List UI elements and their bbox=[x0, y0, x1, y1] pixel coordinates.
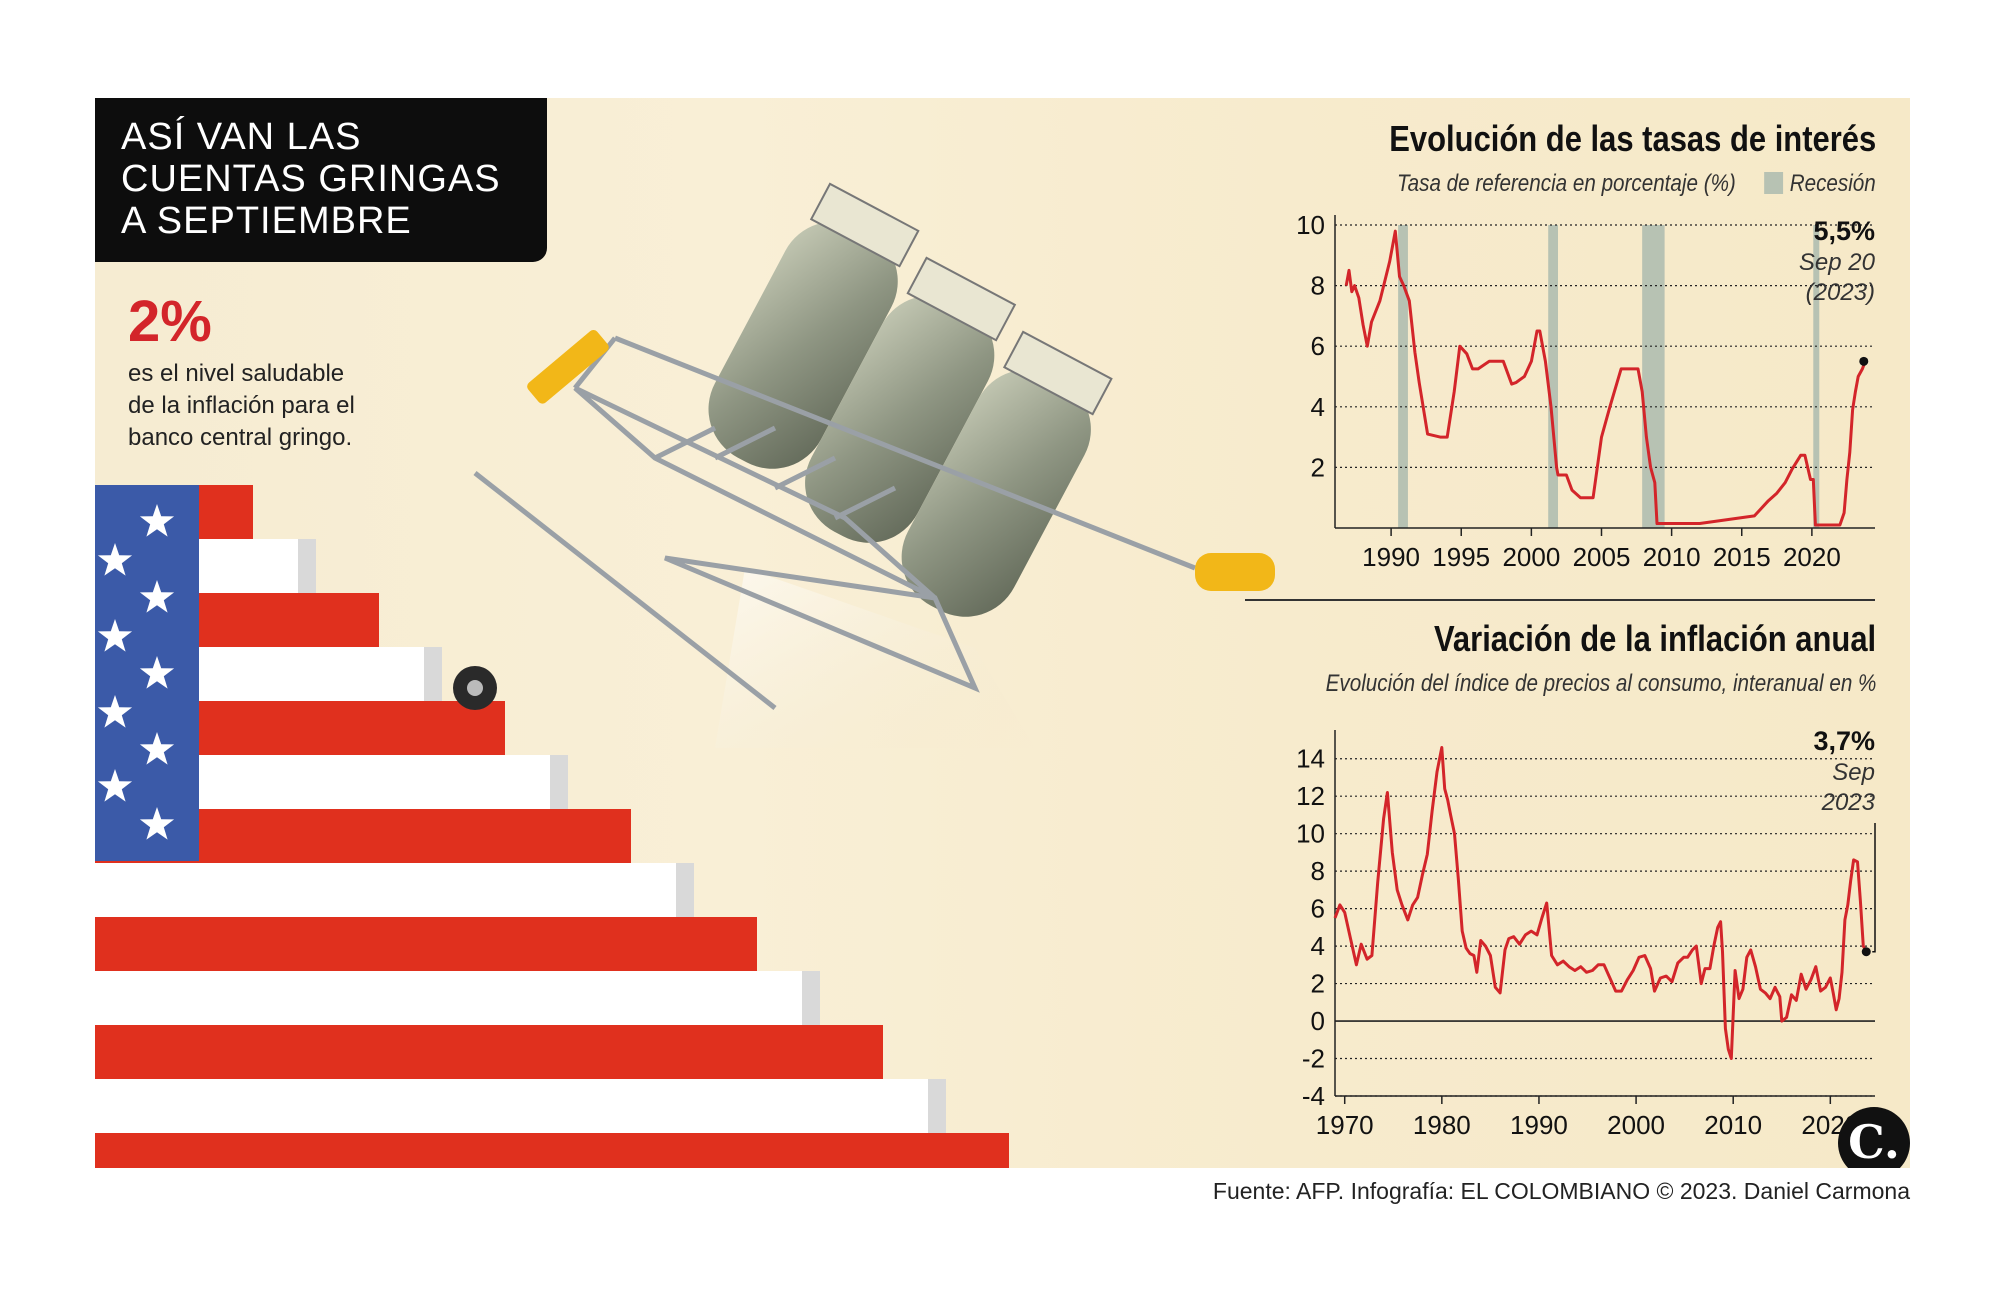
annotation-label: Sep bbox=[1832, 759, 1875, 786]
annotation-value: 5,5% bbox=[1813, 216, 1875, 246]
chart1-subtitle: Tasa de referencia en porcentaje (%) bbox=[1397, 170, 1737, 197]
dollar-roll-3 bbox=[901, 369, 1091, 617]
y-tick-label: 6 bbox=[1311, 894, 1325, 924]
flag-stripe-white bbox=[95, 1079, 946, 1133]
y-tick-label: 2 bbox=[1311, 969, 1325, 999]
annotation-label: Sep 20 bbox=[1799, 249, 1876, 276]
headline-box: ASÍ VAN LAS CUENTAS GRINGAS A SEPTIEMBRE bbox=[95, 98, 547, 262]
el-colombiano-logo: C. bbox=[1838, 1107, 1910, 1168]
x-tick-label: 1980 bbox=[1413, 1110, 1471, 1140]
y-tick-label: 4 bbox=[1311, 931, 1325, 961]
x-tick-label: 2020 bbox=[1783, 542, 1841, 572]
cart-handle-right bbox=[1195, 553, 1275, 591]
shopping-cart-dollars-illustration bbox=[453, 182, 1275, 748]
x-tick-label: 2010 bbox=[1643, 542, 1701, 572]
flag-stripe-step-shadow bbox=[298, 539, 316, 593]
x-tick-label: 2015 bbox=[1713, 542, 1771, 572]
y-tick-label: 0 bbox=[1311, 1006, 1325, 1036]
chart2-subtitle: Evolución del índice de precios al consu… bbox=[1325, 670, 1876, 697]
x-tick-label: 1995 bbox=[1432, 542, 1490, 572]
chart2-title: Variación de la inflación anual bbox=[1433, 618, 1876, 659]
recession-band bbox=[1398, 225, 1408, 528]
source-credit: Fuente: AFP. Infografía: EL COLOMBIANO ©… bbox=[1212, 1178, 1910, 1204]
recession-legend-swatch bbox=[1764, 172, 1784, 194]
x-tick-label: 1990 bbox=[1510, 1110, 1568, 1140]
highlight-text-3: banco central gringo. bbox=[128, 424, 353, 451]
headline-line-2: CUENTAS GRINGAS bbox=[121, 158, 501, 200]
flag-stripe-step-shadow bbox=[802, 971, 820, 1025]
recession-band bbox=[1813, 225, 1820, 528]
flag-stripe-step-shadow bbox=[928, 1079, 946, 1133]
flag-star bbox=[97, 619, 133, 652]
flag-stripe-step-shadow bbox=[676, 863, 694, 917]
y-tick-label: 12 bbox=[1296, 781, 1325, 811]
annotation-label: 2023 bbox=[1821, 789, 1876, 816]
y-tick-label: 6 bbox=[1311, 331, 1325, 361]
section-divider bbox=[1245, 599, 1875, 601]
recession-band bbox=[1548, 225, 1559, 528]
recession-legend-label: Recesión bbox=[1789, 170, 1876, 197]
x-tick-label: 2005 bbox=[1573, 542, 1631, 572]
y-tick-label: 10 bbox=[1296, 210, 1325, 240]
series-line bbox=[1333, 746, 1868, 1060]
cart-frame bbox=[473, 335, 1196, 710]
flag-star bbox=[139, 580, 175, 613]
highlight-value: 2% bbox=[128, 289, 212, 354]
flag-star bbox=[97, 695, 133, 728]
highlight-text-2: de la inflación para el bbox=[128, 392, 355, 419]
highlight-text-1: es el nivel saludable bbox=[128, 360, 345, 387]
x-tick-label: 2000 bbox=[1502, 542, 1560, 572]
y-tick-label: 4 bbox=[1311, 392, 1325, 422]
flag-stripe-white bbox=[95, 971, 820, 1025]
annotation-label: (2023) bbox=[1806, 279, 1875, 306]
flag-star bbox=[139, 807, 175, 840]
dollar-roll-2 bbox=[805, 295, 995, 543]
flag-stripe-red bbox=[95, 1133, 1009, 1168]
flag-star bbox=[139, 504, 175, 537]
infographic-panel: ASÍ VAN LAS CUENTAS GRINGAS A SEPTIEMBRE… bbox=[95, 98, 1910, 1168]
stepped-us-flag-illustration bbox=[95, 485, 1009, 1168]
annotation-point bbox=[1859, 356, 1869, 366]
cart-handle-left bbox=[527, 329, 609, 404]
x-tick-label: 1990 bbox=[1362, 542, 1420, 572]
chart1-subtitle-row: Tasa de referencia en porcentaje (%) Rec… bbox=[1397, 170, 1876, 198]
flag-star bbox=[97, 769, 133, 802]
x-tick-label: 1970 bbox=[1316, 1110, 1374, 1140]
series-line bbox=[1344, 229, 1867, 527]
headline-line-1: ASÍ VAN LAS bbox=[121, 116, 362, 158]
y-tick-label: 8 bbox=[1311, 856, 1325, 886]
annotation-leader bbox=[1872, 823, 1876, 953]
x-tick-label: 2000 bbox=[1607, 1110, 1665, 1140]
y-tick-label: 14 bbox=[1296, 744, 1325, 774]
flag-star bbox=[139, 656, 175, 689]
dollar-roll-1 bbox=[708, 221, 898, 469]
y-tick-label: 8 bbox=[1311, 271, 1325, 301]
flag-stripe-step-shadow bbox=[424, 647, 442, 701]
flag-stripe-red bbox=[95, 1025, 883, 1079]
y-tick-label: -4 bbox=[1302, 1081, 1325, 1111]
headline-line-3: A SEPTIEMBRE bbox=[121, 200, 412, 242]
y-tick-label: -2 bbox=[1302, 1044, 1325, 1074]
chart1-title: Evolución de las tasas de interés bbox=[1389, 118, 1876, 159]
x-tick-label: 2010 bbox=[1704, 1110, 1762, 1140]
annotation-point bbox=[1861, 947, 1871, 957]
y-tick-label: 2 bbox=[1311, 452, 1325, 482]
flag-star bbox=[139, 732, 175, 765]
flag-stripe-white bbox=[95, 863, 694, 917]
flag-stripe-step-shadow bbox=[550, 755, 568, 809]
flag-stripe-red bbox=[95, 917, 757, 971]
y-tick-label: 10 bbox=[1296, 819, 1325, 849]
annotation-value: 3,7% bbox=[1813, 726, 1875, 756]
flag-star bbox=[97, 543, 133, 576]
interest-rate-chart: 2 4 6 8 10 1990 1995 2000 2005 2010 2015 2020 5,5% Se… bbox=[1296, 210, 1876, 572]
